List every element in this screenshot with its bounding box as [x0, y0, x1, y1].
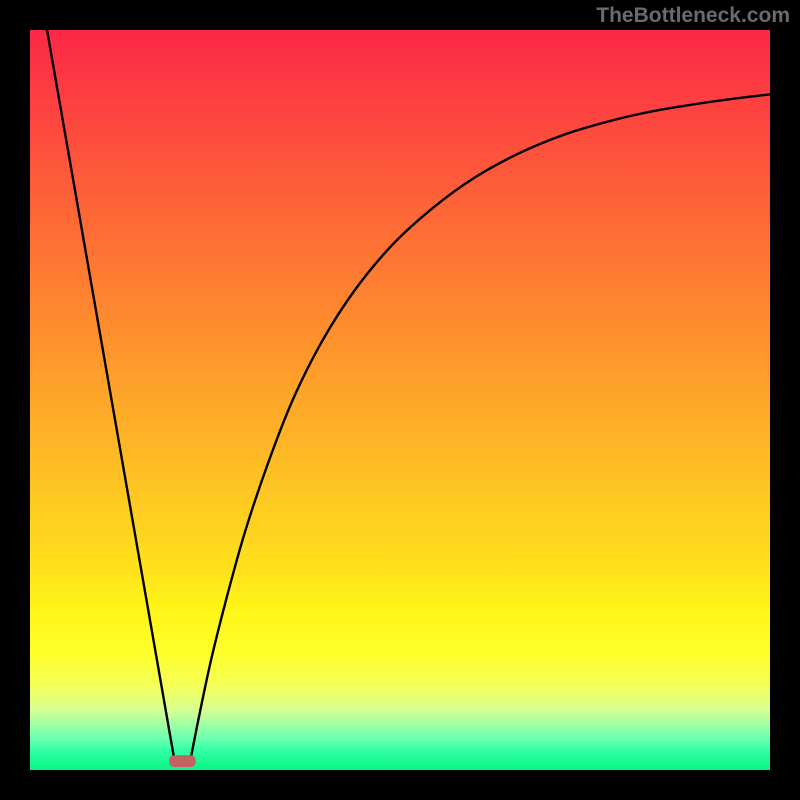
watermark-text: TheBottleneck.com [596, 4, 790, 28]
chart-root: TheBottleneck.com [0, 0, 800, 800]
gradient-background [30, 30, 770, 770]
bottleneck-marker [169, 755, 196, 767]
plot-area [30, 30, 770, 770]
plot-svg [30, 30, 770, 770]
